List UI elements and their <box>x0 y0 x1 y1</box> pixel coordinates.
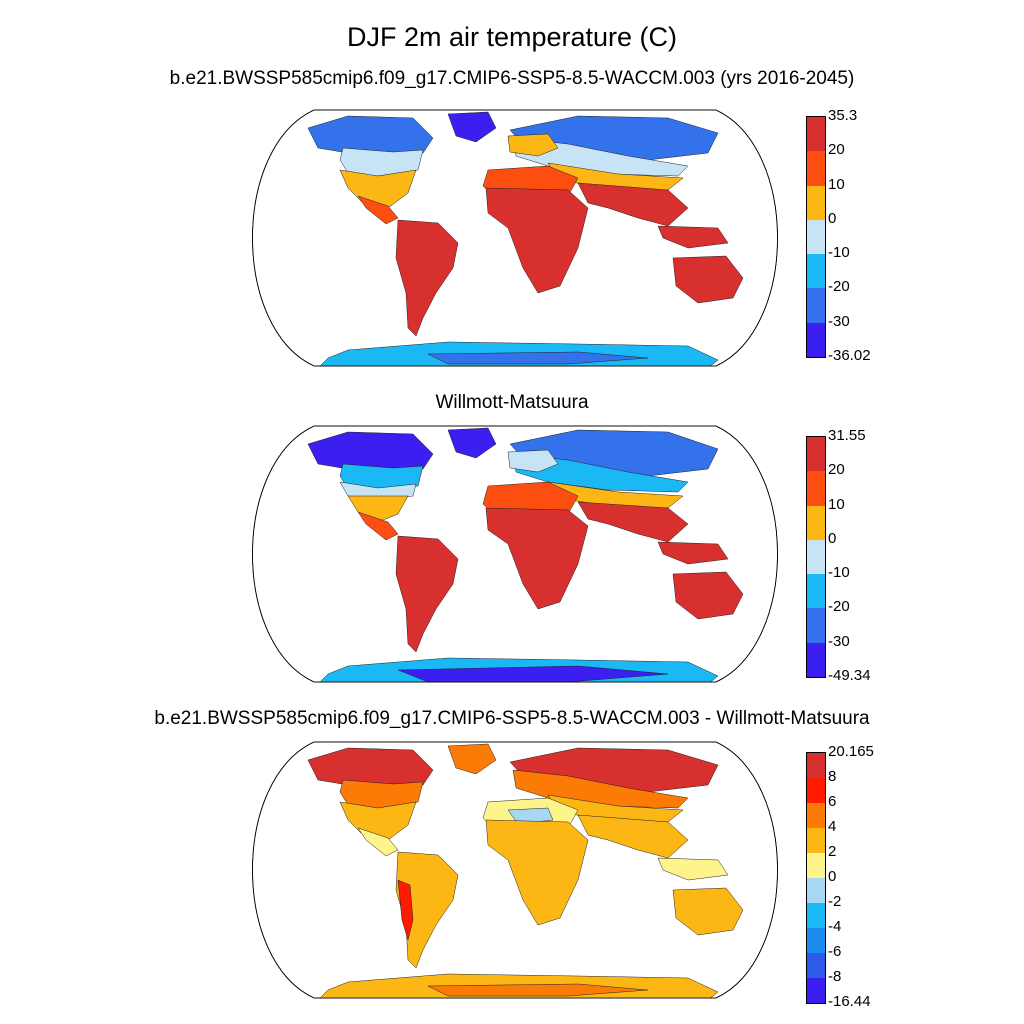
colorbar-1-label: 10 <box>828 175 845 193</box>
south-america <box>395 219 459 337</box>
panel-2-title: Willmott-Matsuura <box>435 392 589 413</box>
colorbar-2-swatch <box>807 505 825 540</box>
colorbar-1-swatch <box>807 117 825 152</box>
europe <box>507 133 559 157</box>
antarctica-inner <box>397 665 669 682</box>
colorbar-3-swatch <box>807 953 825 978</box>
africa <box>485 507 589 610</box>
colorbar-1-label: 0 <box>828 209 837 227</box>
colorbar-1-swatch <box>807 219 825 255</box>
colorbar-1-swatches <box>806 116 826 358</box>
colorbar-1-label: 20 <box>828 141 845 159</box>
colorbar-2-label: -30 <box>828 632 850 650</box>
south-america <box>395 535 459 653</box>
south-asia <box>577 501 689 543</box>
colorbar-1-label: -30 <box>828 312 850 330</box>
colorbar-3-swatch <box>807 778 825 803</box>
greenland <box>447 111 497 143</box>
colorbar-2-swatches <box>806 436 826 678</box>
indonesia <box>657 225 729 249</box>
greenland <box>447 427 497 459</box>
colorbar-3-swatch <box>807 853 825 878</box>
colorbar-3-swatch <box>807 978 825 1003</box>
colorbar-3-label: 6 <box>828 793 837 810</box>
panel-3-title: b.e21.BWSSP585cmip6.f09_g17.CMIP6-SSP5-8… <box>154 708 870 729</box>
main-title: DJF 2m air temperature (C) <box>346 22 678 52</box>
south-america-west <box>397 879 414 941</box>
australia <box>672 887 744 936</box>
colorbar-3-label: 20.165 <box>828 743 874 760</box>
colorbar-2-swatch <box>807 437 825 472</box>
colorbar-3-label: -6 <box>828 943 842 960</box>
europe <box>507 449 559 473</box>
colorbar-3-label: 2 <box>828 843 837 860</box>
central-america <box>357 195 399 225</box>
colorbar-3-swatch <box>807 878 825 903</box>
colorbar-2-swatch <box>807 471 825 506</box>
colorbar-1-label: -20 <box>828 278 850 296</box>
colorbar-2-swatch <box>807 608 825 643</box>
colorbar-2-label: -49.34 <box>828 667 871 684</box>
north-america-gulf <box>347 495 409 523</box>
colorbar-2-swatch <box>807 642 825 677</box>
indonesia <box>657 541 729 565</box>
colorbar-1-label: 35.3 <box>828 107 858 124</box>
north-america-north <box>307 747 434 789</box>
colorbar-3-label: 8 <box>828 768 837 785</box>
colorbar-1-swatch <box>807 288 825 323</box>
colorbar-1-label: -36.02 <box>828 347 871 364</box>
colorbar-2-label: 0 <box>828 529 837 547</box>
south-asia <box>577 814 689 859</box>
north-america-south <box>339 801 417 841</box>
map-observations <box>252 425 778 683</box>
colorbar-3-swatch <box>807 928 825 953</box>
colorbar-1-label: -10 <box>828 244 850 262</box>
colorbar-2-label: -20 <box>828 598 850 616</box>
colorbar-3-swatch <box>807 903 825 928</box>
colorbar-2-label: 31.55 <box>828 427 866 444</box>
colorbar-2-swatch <box>807 539 825 575</box>
africa <box>485 187 589 294</box>
colorbar-1-swatch <box>807 151 825 186</box>
colorbar-3-label: 4 <box>828 818 837 835</box>
south-asia <box>577 182 689 227</box>
map-model <box>252 109 778 367</box>
colorbar-2-label: -10 <box>828 564 850 582</box>
north-america-north <box>307 115 434 157</box>
colorbar-2-swatch <box>807 574 825 609</box>
colorbar-3-label: 0 <box>828 868 837 885</box>
colorbar-2-label: 10 <box>828 495 845 513</box>
sahara-cool <box>507 807 554 825</box>
greenland <box>447 743 497 775</box>
north-america-south <box>339 169 417 209</box>
colorbar-3-swatches <box>806 752 826 1004</box>
colorbar-3-label: -16.44 <box>828 993 871 1010</box>
map-difference <box>252 741 778 999</box>
colorbar-1-swatch <box>807 322 825 357</box>
indonesia <box>657 857 729 881</box>
north-america-north <box>307 431 434 473</box>
colorbar-3-swatch <box>807 753 825 778</box>
colorbar-3-label: -8 <box>828 968 842 985</box>
colorbar-3-swatch <box>807 803 825 828</box>
central-america <box>357 511 399 541</box>
central-america <box>357 827 399 857</box>
australia <box>672 255 744 304</box>
antarctica-inner <box>427 983 649 997</box>
colorbar-3-label: -4 <box>828 918 842 935</box>
panel-1-title: b.e21.BWSSP585cmip6.f09_g17.CMIP6-SSP5-8… <box>169 68 855 89</box>
antarctica-inner <box>427 351 649 365</box>
colorbar-1-swatch <box>807 185 825 220</box>
colorbar-1-swatch <box>807 254 825 289</box>
australia <box>672 571 744 620</box>
colorbar-3-swatch <box>807 828 825 853</box>
colorbar-2-label: 20 <box>828 461 845 479</box>
colorbar-3-label: -2 <box>828 893 842 910</box>
africa <box>485 819 589 926</box>
